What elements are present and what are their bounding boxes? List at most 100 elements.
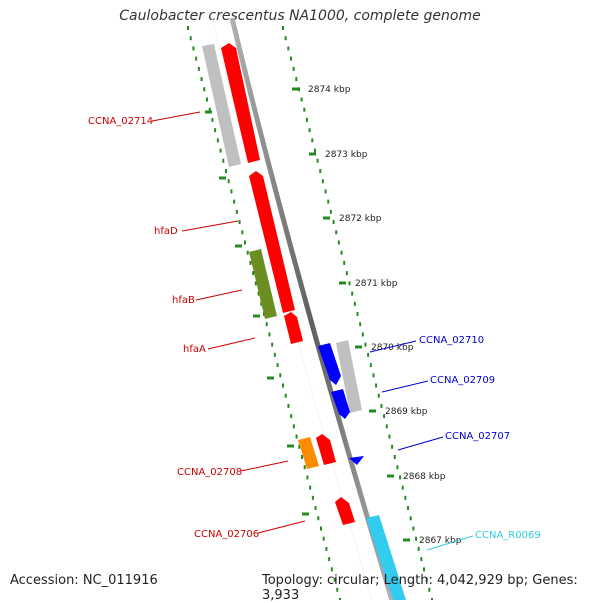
inner-track-dot — [292, 424, 295, 429]
gene-label: hfaB — [172, 295, 195, 306]
gene-label: CCNA_02708 — [177, 467, 242, 478]
inner-track-dot — [322, 536, 325, 541]
inner-tick-mark — [287, 444, 294, 448]
scale-tick-label: 2867 kbp — [419, 536, 462, 546]
outer-track-dot — [393, 455, 396, 459]
inner-track-dot — [203, 87, 206, 92]
outer-track-dot — [329, 209, 332, 214]
inner-track-dot — [206, 97, 208, 102]
cds-arrow-reverse — [349, 456, 364, 465]
outer-track-dot — [340, 250, 343, 255]
gene-label: CCNA_02714 — [88, 116, 153, 127]
gene-label: CCNA_02709 — [430, 375, 495, 386]
gene-leader-line — [426, 535, 474, 551]
inner-track-dot — [195, 56, 198, 61]
gene-label: hfaD — [154, 226, 178, 237]
scale-tick-mark — [369, 409, 376, 413]
scale-tick-label: 2868 kbp — [403, 472, 446, 482]
inner-track-dot — [219, 148, 222, 153]
scale-tick-mark — [355, 345, 362, 349]
cds-arrow-reverse — [318, 343, 341, 385]
outer-track-dot — [404, 495, 407, 500]
cds-arrow-forward — [249, 171, 295, 313]
inner-track-dot — [330, 567, 333, 572]
outer-track-dot — [372, 373, 375, 378]
outer-track-dot — [391, 444, 394, 449]
gene-leader-line — [207, 337, 256, 350]
outer-track-dot — [292, 66, 295, 71]
inner-track-dot — [211, 117, 214, 122]
outer-track-dot — [284, 36, 287, 41]
tick-layer: 2874 kbp 2873 kbp 2872 kbp 2871 kbp 2870 kbp… — [187, 26, 462, 600]
inner-track-dot — [222, 158, 225, 163]
outer-track-dot — [287, 46, 290, 51]
outer-track-dot — [295, 77, 298, 82]
gene-label: CCNA_02710 — [419, 335, 484, 346]
outer-track-dot — [383, 414, 386, 419]
scale-tick-label: 2873 kbp — [325, 150, 368, 160]
gene-leader-line — [240, 460, 289, 472]
inner-tick-mark — [302, 512, 309, 516]
outer-track-dot — [409, 516, 412, 521]
inner-track-dot — [216, 138, 219, 143]
inner-track-dot — [306, 475, 309, 480]
outer-track-dot — [396, 465, 399, 470]
outer-track-dot — [415, 536, 418, 541]
outer-track-dot — [282, 26, 284, 30]
outer-track-dot — [361, 332, 364, 337]
inner-track-dot — [336, 587, 339, 592]
gene-label: CCNA_R0069 — [475, 530, 541, 541]
inner-track-dot — [225, 169, 227, 173]
gene-label: CCNA_02707 — [445, 431, 510, 442]
outer-track-dot — [399, 475, 402, 480]
inner-track-dot — [279, 373, 282, 378]
outer-track-dot — [380, 403, 383, 408]
inner-track-dot — [241, 230, 244, 235]
outer-track-dot — [423, 567, 426, 572]
inner-track-dot — [189, 36, 192, 41]
scale-tick-mark — [387, 474, 394, 478]
gene-leader-line — [195, 289, 243, 301]
feature-layer — [202, 43, 406, 600]
inner-track-dot — [252, 271, 255, 276]
cog-block — [249, 249, 277, 319]
scale-tick-label: 2872 kbp — [339, 214, 382, 224]
inner-track-dot — [311, 495, 314, 500]
outer-track-dot — [364, 342, 367, 347]
inner-track-dot — [284, 393, 287, 398]
genome-backbone — [229, 17, 395, 600]
inner-track-dot — [282, 383, 284, 388]
outer-track-dot — [316, 158, 319, 163]
outer-track-dot — [369, 363, 372, 368]
inner-tick-mark — [219, 176, 226, 180]
inner-track-dot — [230, 189, 233, 194]
inner-track-dot — [260, 301, 263, 306]
outer-track-dot — [308, 128, 311, 133]
inner-track-dot — [339, 598, 341, 600]
outer-track-dot — [412, 526, 415, 531]
inner-track-dot — [268, 332, 271, 337]
outer-track-dot — [289, 56, 292, 61]
cds-arrow-forward — [316, 434, 336, 465]
inner-tick-mark — [267, 376, 274, 380]
scale-tick-label: 2874 kbp — [308, 85, 351, 95]
scale-tick-mark — [339, 281, 346, 285]
scale-tick-label: 2870 kbp — [371, 343, 414, 353]
inner-track-dot — [271, 342, 274, 347]
inner-track-dot — [233, 199, 236, 204]
outer-track-dot — [407, 506, 410, 511]
cog-block — [202, 44, 241, 167]
outer-track-dot — [356, 312, 359, 316]
inner-track-dot — [235, 209, 238, 214]
outer-track-dot — [401, 485, 404, 490]
cds-arrow-forward — [284, 312, 303, 344]
outer-track-dot — [351, 291, 354, 296]
gene-leader-line — [381, 380, 429, 393]
inner-track-dot — [290, 414, 293, 419]
outer-track-dot — [425, 577, 428, 582]
inner-track-dot — [200, 77, 203, 82]
inner-track-dot — [192, 46, 195, 51]
inner-track-dot — [317, 516, 320, 521]
